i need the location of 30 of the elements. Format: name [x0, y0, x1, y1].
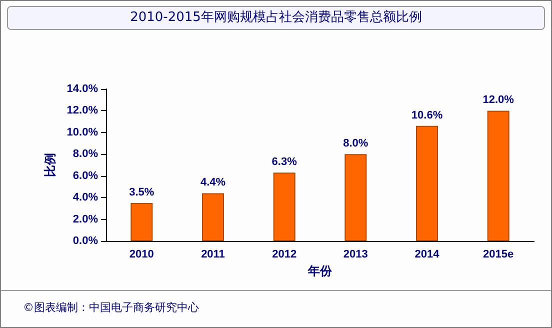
data-label: 10.6%	[411, 109, 443, 122]
x-axis-title: 年份	[307, 264, 333, 278]
x-tick-label: 2014	[414, 248, 440, 260]
x-tick-label: 2015e	[483, 248, 514, 260]
y-tick-label: 4.0%	[72, 192, 98, 204]
data-label: 3.5%	[129, 186, 154, 198]
bar	[273, 172, 296, 241]
x-tick-label: 2012	[272, 248, 297, 260]
y-axis-title: 比例	[42, 153, 57, 177]
bar	[344, 154, 367, 241]
data-label: 12.0%	[482, 94, 514, 106]
text: ©图表编制：中国电子商务研究中心	[1, 290, 551, 315]
y-tick-label: 10.0%	[66, 126, 98, 138]
data-label: 6.3%	[272, 156, 298, 168]
bar	[202, 193, 224, 241]
y-tick-label: 2.0%	[72, 213, 98, 226]
y-tick-label: 6.0%	[72, 170, 98, 182]
bar	[130, 203, 153, 241]
x-tick-label: 2013	[343, 248, 368, 260]
bar	[416, 126, 438, 241]
y-tick-label: 12.0%	[66, 104, 98, 117]
data-label: 8.0%	[343, 138, 368, 150]
y-tick-label: 14.0%	[66, 83, 98, 95]
chart-title: 2010-2015年网购规模占社会消费品零售总额比例	[7, 6, 545, 30]
y-tick-label: 8.0%	[72, 148, 98, 160]
data-label: 4.4%	[200, 176, 226, 189]
x-tick-label: 2010	[129, 248, 154, 260]
y-tick-label: 0.0%	[72, 235, 98, 247]
x-tick-label: 2011	[201, 248, 225, 260]
bar	[487, 110, 510, 241]
